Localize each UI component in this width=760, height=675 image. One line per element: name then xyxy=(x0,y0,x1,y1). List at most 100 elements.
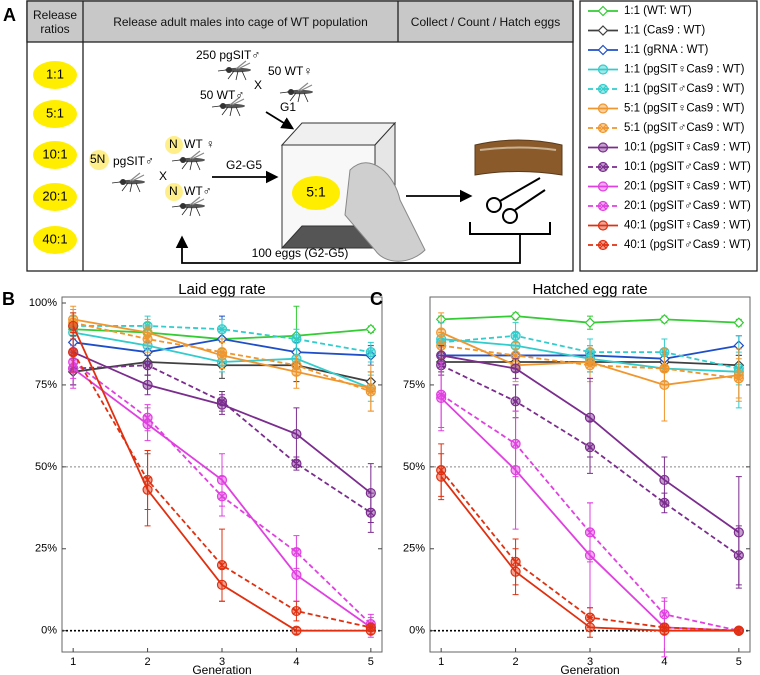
marker-cross xyxy=(292,607,300,615)
marker-shape xyxy=(291,625,302,636)
series-line xyxy=(72,321,372,393)
ratio: 10:1 xyxy=(42,146,67,161)
marker-shape xyxy=(584,317,596,329)
header-cell: Collect / Count / Hatch eggs xyxy=(410,14,561,29)
y-tick-label: 0% xyxy=(41,625,57,637)
x-tick-label: 3 xyxy=(219,656,225,668)
series-line xyxy=(72,351,372,629)
cage-badge xyxy=(292,176,340,210)
marker-shape xyxy=(597,220,609,231)
marker xyxy=(659,363,670,374)
marker xyxy=(510,363,521,374)
marker xyxy=(291,546,302,558)
marker xyxy=(291,458,302,469)
chart-title: Hatched egg rate xyxy=(532,281,647,298)
marker-cross xyxy=(735,374,743,382)
marker-shape xyxy=(597,64,609,75)
marker-cross xyxy=(586,361,594,369)
marker-cross xyxy=(599,124,607,132)
x-axis-label: Generation xyxy=(560,663,619,675)
label: WT♂ xyxy=(184,184,212,198)
marker-shape xyxy=(597,181,609,192)
ratio: 5:1 xyxy=(46,105,64,120)
marker xyxy=(68,347,79,358)
x-tick-label: 2 xyxy=(513,656,519,668)
x-tick-label: 1 xyxy=(70,656,76,668)
y-tick-label: 100% xyxy=(29,297,57,309)
marker xyxy=(597,239,609,251)
marker xyxy=(216,560,228,571)
marker xyxy=(436,389,447,400)
legend-label: 5:1 (pgSIT♀Cas9 : WT) xyxy=(624,103,745,115)
loop-arrow xyxy=(175,234,521,264)
marker-cross xyxy=(69,348,77,356)
marker-cross xyxy=(367,348,375,356)
marker xyxy=(365,386,376,397)
marker-shape xyxy=(597,44,609,56)
marker xyxy=(216,347,228,358)
marker xyxy=(365,622,376,633)
error-bar xyxy=(293,626,300,635)
x-tick-label: 4 xyxy=(293,656,299,668)
ratio-badges xyxy=(33,61,77,254)
egg-paper xyxy=(474,139,563,176)
marker-cross xyxy=(292,361,300,369)
scissors xyxy=(486,177,546,224)
marker-shape xyxy=(659,314,670,325)
ratio: 40:1 xyxy=(42,231,67,246)
ratio: 20:1 xyxy=(42,188,67,203)
marker xyxy=(510,396,521,407)
marker-cross xyxy=(144,335,152,343)
x-tick-label: 1 xyxy=(438,656,444,668)
marker-cross xyxy=(437,466,445,474)
marker-cross xyxy=(218,348,226,356)
marker-shape xyxy=(291,569,302,581)
top-group: 250 pgSIT♂ 50 WT♂ X 50 WT♀ G1 xyxy=(196,48,312,114)
ratio-labels: 1:1 5:1 10:1 20:1 40:1 xyxy=(42,66,67,246)
marker xyxy=(597,142,609,153)
marker xyxy=(584,442,596,453)
n-badges xyxy=(89,136,183,201)
marker xyxy=(597,44,609,56)
label: WT ♀ xyxy=(184,137,215,151)
marker-cross xyxy=(512,332,520,340)
marker-cross xyxy=(292,548,300,556)
label: 50 WT♂ xyxy=(200,88,244,102)
arrow-label: G2-G5 xyxy=(226,158,262,172)
panel-label: B xyxy=(2,289,15,309)
marker xyxy=(510,556,521,567)
chart-title: Laid egg rate xyxy=(178,281,266,298)
marker-cross xyxy=(660,623,668,631)
legend-label: 40:1 (pgSIT♀Cas9 : WT) xyxy=(624,220,751,232)
y-tick-label: 50% xyxy=(403,461,425,473)
marker-shape xyxy=(142,379,153,391)
marker-cross xyxy=(735,551,743,559)
marker xyxy=(216,396,228,407)
label: 50 WT♀ xyxy=(268,64,312,78)
marker-cross xyxy=(599,85,607,93)
marker xyxy=(597,25,609,36)
marker-cross xyxy=(367,388,375,395)
marker-cross xyxy=(218,397,226,405)
legend-label: 1:1 (pgSIT♀Cas9 : WT) xyxy=(624,64,745,76)
marker-cross xyxy=(660,610,668,618)
marker xyxy=(597,5,609,17)
x-tick-label: 2 xyxy=(145,656,151,668)
marker xyxy=(291,625,302,636)
marker xyxy=(733,550,744,561)
marker xyxy=(584,527,596,538)
marker xyxy=(142,360,153,371)
legend-label: 20:1 (pgSIT♀Cas9 : WT) xyxy=(624,181,751,193)
marker xyxy=(584,317,596,329)
marker-cross xyxy=(735,627,743,635)
y-tick-label: 75% xyxy=(403,379,425,391)
marker-shape xyxy=(597,25,609,36)
x-tick-label: 5 xyxy=(736,656,742,668)
marker-cross xyxy=(144,414,152,422)
marker xyxy=(597,200,609,212)
ratio: 1:1 xyxy=(46,66,64,81)
table-header xyxy=(26,0,574,43)
x-tick-label: 4 xyxy=(661,656,667,668)
